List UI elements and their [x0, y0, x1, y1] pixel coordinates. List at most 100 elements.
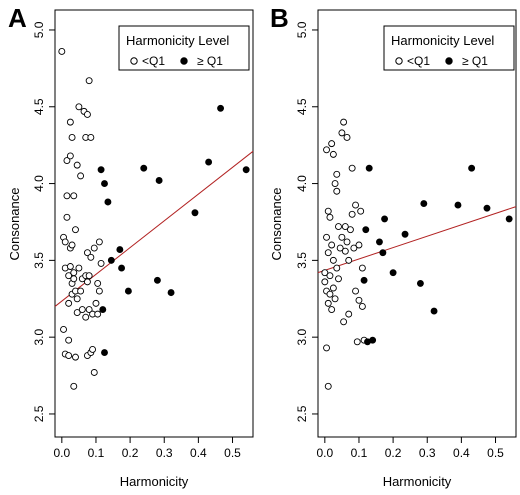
data-point-lt-q1 — [90, 369, 98, 376]
data-point-lt-q1 — [324, 207, 332, 215]
y-tick-label: 3.5 — [295, 252, 309, 269]
data-point-ge-q1 — [97, 166, 105, 174]
data-point-ge-q1 — [362, 226, 370, 234]
legend-marker-open-b — [395, 57, 403, 65]
data-point-lt-q1 — [321, 269, 329, 277]
data-point-lt-q1 — [63, 213, 71, 221]
data-point-lt-q1 — [323, 344, 330, 352]
data-point-ge-q1 — [167, 289, 175, 297]
data-point-lt-q1 — [326, 272, 334, 280]
data-point-ge-q1 — [369, 336, 377, 344]
data-point-lt-q1 — [353, 338, 361, 346]
data-point-ge-q1 — [101, 180, 108, 188]
data-point-lt-q1 — [61, 238, 69, 246]
data-point-lt-q1 — [328, 140, 336, 148]
data-point-lt-q1 — [87, 134, 95, 141]
data-point-lt-q1 — [333, 170, 341, 178]
data-point-lt-q1 — [355, 241, 363, 249]
x-tick-label: 0.4 — [453, 446, 470, 460]
x-tick-label: 0.0 — [316, 446, 333, 460]
data-point-lt-q1 — [358, 302, 366, 310]
data-point-lt-q1 — [94, 310, 102, 318]
y-tick-label: 2.5 — [295, 405, 309, 422]
y-tick-label: 5.0 — [295, 21, 309, 38]
data-point-lt-q1 — [348, 164, 356, 172]
data-point-lt-q1 — [355, 296, 363, 304]
legend-title-a: Harmonicity Level — [126, 33, 229, 48]
data-point-lt-q1 — [85, 77, 93, 85]
data-point-lt-q1 — [73, 295, 81, 303]
data-point-lt-q1 — [65, 299, 73, 307]
y-tick-label: 4.5 — [295, 98, 309, 115]
data-point-lt-q1 — [97, 259, 105, 267]
data-point-ge-q1 — [505, 215, 513, 223]
data-point-ge-q1 — [116, 246, 124, 254]
data-point-lt-q1 — [87, 253, 95, 261]
data-point-ge-q1 — [99, 306, 107, 313]
x-axis-b: 0.0 0.1 0.2 0.3 0.4 0.5 — [316, 437, 504, 460]
legend-a: Harmonicity Level <Q1 ≥ Q1 — [118, 25, 250, 71]
data-point-lt-q1 — [66, 152, 74, 160]
data-point-lt-q1 — [336, 244, 344, 252]
data-point-lt-q1 — [341, 223, 349, 231]
data-point-lt-q1 — [326, 213, 334, 221]
data-point-lt-q1 — [92, 299, 100, 307]
data-point-lt-q1 — [352, 287, 360, 295]
x-tick-label: 0.2 — [122, 446, 139, 460]
panel-a: A 2.53.03.54.04.55.0 0.0 0.1 0.2 0.3 0.4 0.5 … — [7, 3, 254, 489]
plot-area-a — [54, 48, 254, 390]
data-point-ge-q1 — [381, 215, 389, 223]
x-tick-label: 0.0 — [53, 446, 70, 460]
data-point-lt-q1 — [94, 279, 102, 287]
y-tick-label: 4.5 — [32, 98, 46, 115]
data-point-lt-q1 — [66, 263, 74, 270]
data-point-ge-q1 — [483, 204, 491, 212]
data-point-lt-q1 — [338, 129, 346, 137]
data-point-lt-q1 — [333, 264, 341, 272]
y-axis-a: 2.5 3.0 3.5 4.0 4.5 5.0 — [32, 21, 55, 422]
data-point-ge-q1 — [360, 276, 368, 284]
data-point-lt-q1 — [65, 352, 73, 360]
data-point-lt-q1 — [77, 287, 85, 295]
legend-marker-filled-a — [180, 57, 188, 65]
data-point-ge-q1 — [104, 198, 112, 206]
data-point-lt-q1 — [329, 150, 337, 158]
data-point-lt-q1 — [82, 313, 90, 321]
y-axis-b: 2.5 3.0 3.5 4.0 4.5 5.0 — [295, 21, 318, 422]
plot-area-b — [317, 118, 517, 390]
panel-b: B 2.53.03.54.04.55.0 0.0 0.1 0.2 0.3 0.4 0.5 … — [269, 3, 517, 489]
y-tick-label: 3.5 — [32, 252, 46, 269]
data-point-lt-q1 — [83, 278, 91, 286]
data-point-lt-q1 — [68, 241, 76, 249]
data-point-lt-q1 — [63, 192, 71, 200]
legend-marker-open-a — [130, 57, 138, 65]
legend-label-lt-q1-b: <Q1 — [407, 54, 430, 68]
data-point-lt-q1 — [324, 382, 332, 390]
data-point-lt-q1 — [95, 287, 103, 295]
y-tick-label: 4.0 — [32, 175, 46, 192]
data-point-lt-q1 — [72, 226, 79, 234]
data-point-lt-q1 — [338, 233, 346, 241]
data-point-lt-q1 — [324, 299, 332, 307]
data-point-lt-q1 — [73, 309, 81, 317]
y-tick-label: 3.0 — [295, 328, 309, 345]
data-point-ge-q1 — [420, 200, 428, 207]
legend-label-ge-q1-b: ≥ Q1 — [462, 54, 488, 68]
legend-b: Harmonicity Level <Q1 ≥ Q1 — [383, 25, 515, 71]
data-point-lt-q1 — [66, 118, 74, 126]
data-point-ge-q1 — [375, 238, 383, 246]
data-point-lt-q1 — [68, 134, 76, 141]
data-point-lt-q1 — [65, 272, 73, 280]
data-point-lt-q1 — [352, 201, 360, 209]
data-point-lt-q1 — [329, 284, 337, 292]
data-point-ge-q1 — [365, 164, 373, 172]
data-point-lt-q1 — [350, 244, 358, 252]
data-point-lt-q1 — [331, 295, 339, 303]
legend-label-ge-q1-a: ≥ Q1 — [197, 54, 223, 68]
data-point-lt-q1 — [329, 256, 337, 264]
y-tick-label: 3.0 — [32, 328, 46, 345]
plot-frame-b — [317, 9, 517, 438]
data-point-lt-q1 — [89, 345, 97, 353]
data-point-lt-q1 — [324, 249, 332, 257]
